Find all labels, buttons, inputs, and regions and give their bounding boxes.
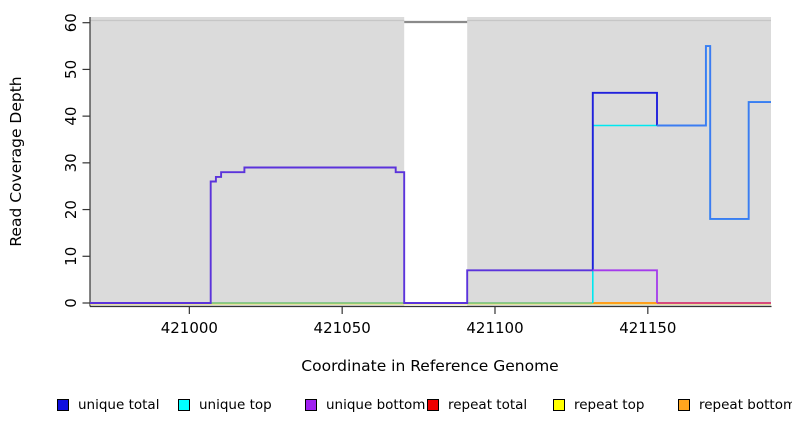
legend-label: unique total [78,397,160,413]
legend-swatch-icon [57,399,69,411]
y-tick-label: 0 [62,298,80,308]
unique-total-over-top-line [657,45,771,220]
plot-canvas: 0 10 20 30 40 50 60 421000 421050 421100 421150 Co… [7,13,772,375]
unique-total-line [591,91,658,271]
x-tick-label: 421050 [314,319,371,337]
y-tick-label: 30 [62,153,80,172]
legend-label: repeat bottom [699,397,792,413]
x-tick-label: 421000 [161,319,218,337]
legend-item-unique-bottom: unique bottom [305,398,425,412]
legend-item-unique-top: unique top [178,398,272,412]
legend-swatch-icon [553,399,565,411]
background-band [467,17,771,307]
legend-label: repeat top [574,397,645,413]
legend-swatch-icon [678,399,690,411]
y-axis-title: Read Coverage Depth [7,76,25,246]
x-tick-label: 421150 [619,319,676,337]
legend: unique total unique top unique bottom repea… [0,396,792,426]
legend-swatch-icon [427,399,439,411]
legend-item-repeat-top: repeat top [553,398,644,412]
legend-item-repeat-total: repeat total [427,398,527,412]
legend-swatch-icon [178,399,190,411]
y-tick-label: 10 [62,247,80,266]
y-tick-label: 60 [62,13,80,32]
x-axis-title: Coordinate in Reference Genome [301,357,558,375]
unique-bottom-line [592,269,658,303]
y-tick-label: 20 [62,200,80,219]
legend-label: unique top [199,397,272,413]
legend-item-unique-total: unique total [57,398,159,412]
background-band [90,17,405,307]
legend-label: unique bottom [326,397,426,413]
y-tick-label: 40 [62,107,80,126]
legend-item-repeat-bottom: repeat bottom [678,398,792,412]
unique-total-bottom-overlap [90,166,593,304]
legend-label: repeat total [448,397,528,413]
legend-swatch-icon [305,399,317,411]
x-tick-label: 421100 [466,319,523,337]
y-tick-label: 50 [62,60,80,79]
